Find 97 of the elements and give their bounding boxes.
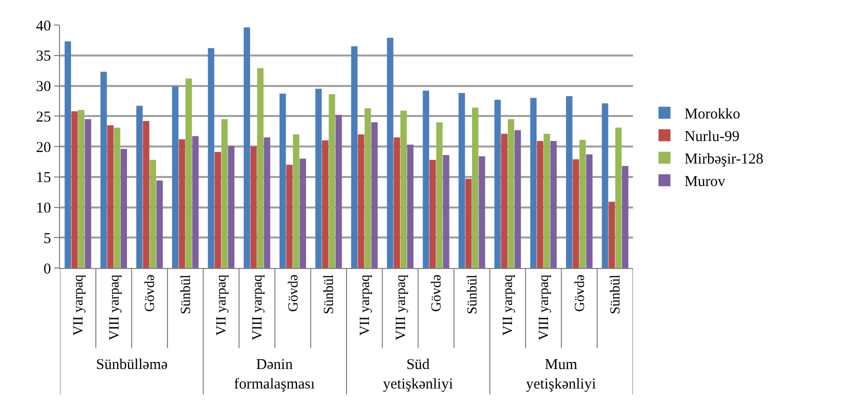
bar (244, 27, 250, 268)
bar (472, 108, 478, 268)
bar (208, 48, 214, 268)
bar (78, 110, 84, 268)
y-tick-label: 30 (36, 79, 51, 95)
bar (514, 130, 521, 268)
bar (530, 98, 537, 268)
legend-label: Mirbəşir-128 (684, 152, 764, 168)
bar (71, 111, 78, 268)
bar (478, 156, 486, 268)
x-tick-label: Sünbül (322, 274, 338, 314)
bar (178, 139, 186, 268)
bar (622, 166, 628, 268)
x-tick-label: VIII yarpaq (394, 274, 409, 340)
bar (572, 159, 580, 268)
bar (156, 180, 163, 268)
bar (142, 120, 150, 268)
bar (280, 94, 286, 268)
x-tick-label: Sünbül (465, 274, 480, 314)
bar (429, 160, 436, 268)
bar (501, 134, 508, 268)
y-tick-label: 40 (36, 18, 51, 34)
bar (221, 119, 228, 268)
bar (322, 140, 328, 268)
bar (84, 119, 92, 268)
bar (407, 144, 414, 268)
text: Süd yetişkənliyi (383, 357, 453, 392)
bar (186, 78, 192, 268)
bar (300, 158, 306, 268)
x-tick-label: VII yarpaq (501, 274, 516, 336)
y-tick-label: 5 (44, 230, 51, 247)
bar (394, 137, 400, 268)
bar (358, 134, 364, 268)
bar (608, 202, 615, 268)
bar (371, 122, 378, 268)
bar (315, 88, 322, 268)
bar (586, 154, 593, 268)
bar (422, 90, 430, 268)
legend-label: Murov (684, 174, 726, 190)
y-tick-label: 20 (36, 140, 51, 156)
bar (458, 93, 465, 268)
x-tick-label: VIII yarpaq (537, 274, 552, 340)
bar (114, 128, 120, 268)
x-tick-label: Gövdə (430, 274, 445, 312)
bar (436, 122, 443, 268)
bar (107, 125, 114, 268)
bar (100, 72, 107, 268)
y-tick-label: 15 (36, 170, 51, 186)
bar (286, 164, 293, 268)
bar (615, 128, 622, 268)
text: Dənin formalaşması (234, 357, 315, 392)
bar (257, 68, 264, 268)
bar (150, 160, 156, 268)
bar (602, 103, 608, 268)
bar (120, 148, 127, 268)
x-tick-label: VIII yarpaq (107, 274, 122, 340)
x-tick-label: Sünbül (178, 274, 194, 314)
text: Mum yetişkənliyi (526, 357, 596, 392)
bar (494, 100, 501, 268)
bar (465, 178, 472, 268)
bar (292, 134, 300, 268)
bar (544, 134, 550, 268)
legend-label: Nurlu-99 (684, 129, 740, 146)
x-tick-label: VII yarpaq (71, 274, 86, 336)
bar (214, 152, 221, 268)
bar (566, 96, 572, 268)
bar (228, 146, 234, 268)
bar (364, 108, 371, 268)
y-tick-label: 10 (36, 200, 51, 216)
bar (536, 141, 544, 268)
text: Sünbülləmə (96, 357, 168, 373)
bar (64, 41, 72, 268)
y-tick-label: 25 (36, 109, 51, 126)
x-tick-label: VIII yarpaq (250, 274, 266, 340)
y-tick-label: 35 (36, 48, 51, 65)
x-tick-label: Gövdə (572, 274, 588, 312)
x-tick-label: VII yarpaq (358, 274, 373, 336)
bar (508, 119, 514, 268)
legend-label: Morokko (684, 106, 740, 123)
bar (400, 110, 407, 268)
bar (328, 94, 336, 268)
bar (351, 46, 358, 268)
bar (250, 146, 257, 268)
bar (335, 114, 342, 268)
bar (136, 106, 143, 268)
bar (192, 136, 199, 268)
bar (264, 137, 270, 268)
bar (386, 38, 394, 268)
bar (579, 140, 586, 268)
bar (550, 141, 557, 268)
x-tick-label: Sünbül (608, 274, 624, 314)
y-tick-label: 0 (44, 261, 51, 278)
bar (172, 86, 178, 268)
bar (442, 155, 450, 268)
x-tick-label: Gövdə (286, 274, 302, 312)
x-tick-label: Gövdə (143, 274, 158, 312)
x-tick-label: VII yarpaq (214, 274, 230, 336)
